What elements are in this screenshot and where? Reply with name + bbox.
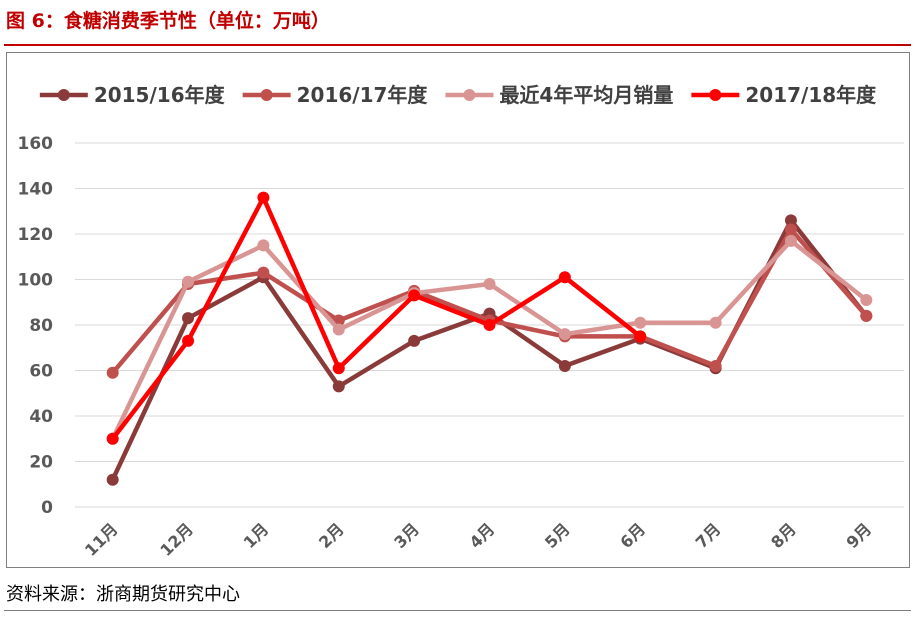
y-tick-label: 20 [29, 453, 53, 473]
data-point [558, 359, 571, 372]
series-line [110, 227, 869, 376]
data-point [408, 334, 421, 347]
figure-title: 图 6：食糖消费季节性（单位：万吨） [6, 10, 330, 32]
y-tick-label: 40 [29, 407, 53, 427]
x-tick-label: 12月 [156, 519, 197, 560]
source-divider [4, 610, 911, 611]
legend-marker [463, 89, 476, 101]
data-point [784, 223, 797, 236]
data-point [332, 362, 345, 375]
chart-frame [6, 52, 910, 568]
series-line [110, 195, 643, 442]
data-point [860, 309, 873, 322]
legend-label: 最近4年平均月销量 [499, 83, 673, 107]
data-point [182, 334, 195, 347]
data-point [257, 191, 270, 204]
y-tick-label: 160 [18, 134, 54, 154]
y-tick-label: 120 [18, 225, 54, 245]
y-tick-label: 80 [29, 316, 53, 336]
data-point [709, 316, 722, 329]
data-point [332, 380, 345, 393]
x-tick-label: 6月 [616, 519, 649, 552]
data-point [106, 432, 119, 445]
source-note: 资料来源：浙商期货研究中心 [6, 584, 240, 605]
legend-marker [260, 89, 273, 101]
data-point [709, 359, 722, 372]
y-tick-label: 60 [29, 362, 53, 382]
data-point [332, 323, 345, 336]
x-tick-label: 4月 [466, 519, 499, 552]
data-point [257, 239, 270, 252]
title-divider [4, 44, 911, 46]
legend-item: 最近4年平均月销量 [445, 83, 673, 107]
data-point [182, 275, 195, 288]
data-point [860, 293, 873, 306]
series-line [110, 218, 869, 482]
legend-item: 2017/18年度 [691, 83, 877, 107]
x-tick-label: 7月 [692, 519, 725, 552]
legend-marker [709, 89, 722, 101]
x-tick-label: 1月 [240, 519, 273, 552]
x-tick-label: 11月 [81, 519, 122, 560]
data-point [784, 234, 797, 247]
data-point [408, 289, 421, 302]
legend-label: 2016/17年度 [297, 83, 429, 107]
legend-marker [57, 89, 70, 101]
legend-label: 2017/18年度 [745, 83, 877, 107]
data-point [634, 316, 647, 329]
x-tick-label: 5月 [541, 519, 574, 552]
y-tick-label: 0 [41, 498, 53, 518]
data-point [106, 473, 119, 486]
data-point [483, 278, 496, 291]
data-point [257, 266, 270, 279]
data-point [483, 319, 496, 331]
series-layer [106, 191, 873, 486]
series-1 [106, 214, 873, 486]
legend-item: 2016/17年度 [242, 83, 429, 107]
x-tick-label: 2月 [315, 519, 348, 552]
data-point [558, 328, 571, 341]
series-3 [106, 234, 873, 445]
data-point [558, 271, 571, 284]
y-tick-label: 100 [18, 271, 54, 291]
data-point [106, 366, 119, 379]
line-chart: 2015/16年度 2016/17年度 最近4年平均月销量 2017/18年度 0 20… [18, 83, 904, 560]
chart-legend: 2015/16年度 2016/17年度 最近4年平均月销量 2017/18年度 [39, 83, 877, 107]
legend-label: 2015/16年度 [94, 83, 226, 107]
data-point [634, 330, 647, 343]
x-tick-label: 3月 [390, 519, 423, 552]
series-4 [106, 191, 647, 445]
data-point [182, 312, 195, 325]
y-axis: 0 20 40 60 80 100 120 140 160 [18, 134, 54, 518]
x-tick-label: 9月 [843, 519, 876, 552]
y-tick-label: 140 [18, 180, 54, 200]
x-tick-label: 8月 [767, 519, 800, 552]
legend-item: 2015/16年度 [39, 83, 226, 107]
x-axis: 11月 12月 1月 2月 3月 4月 5月 6月 7月 8月 9月 [81, 519, 875, 560]
data-point [784, 214, 797, 227]
